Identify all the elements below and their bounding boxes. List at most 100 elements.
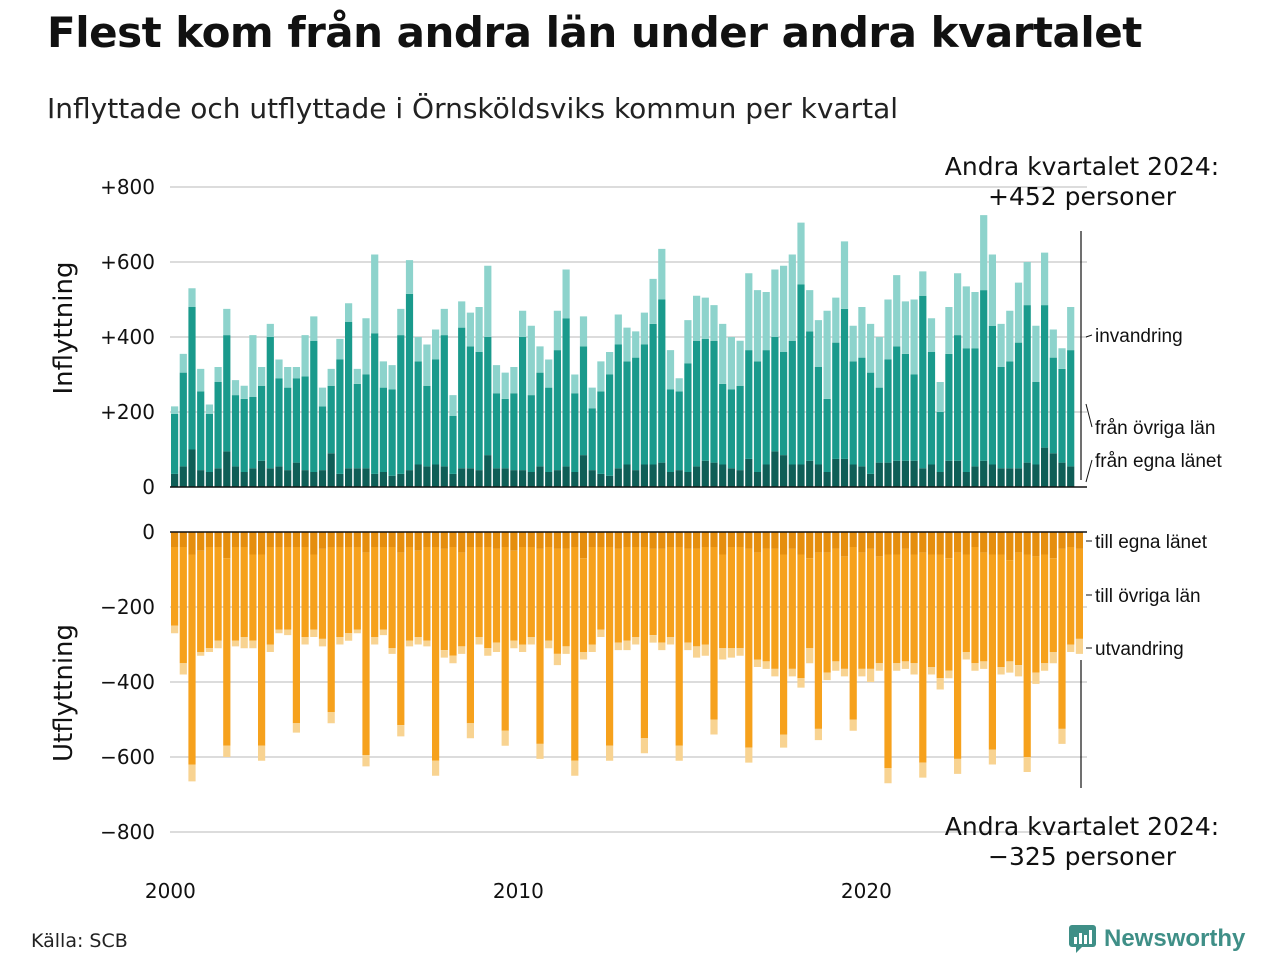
bar-till-ovriga-lan xyxy=(701,547,709,645)
legend-leader-top xyxy=(1085,403,1093,428)
bar-till-egna-lanet xyxy=(597,532,605,547)
bar-till-egna-lanet xyxy=(927,532,936,555)
bar-fran-ovriga-lan xyxy=(579,346,588,456)
bar-fran-ovriga-lan xyxy=(684,363,692,472)
bar-invandring xyxy=(1014,282,1023,343)
bar-fran-ovriga-lan xyxy=(188,307,196,450)
bar-invandring xyxy=(579,316,588,347)
bar-invandring xyxy=(492,365,501,394)
bar-till-egna-lanet xyxy=(771,532,779,549)
bar-utvandring xyxy=(388,648,396,654)
bar-till-egna-lanet xyxy=(301,532,309,547)
bar-invandring xyxy=(249,335,257,397)
bar-utvandring xyxy=(849,719,857,731)
y-tick-label-bottom: 0 xyxy=(142,520,155,544)
bar-invandring xyxy=(318,387,327,407)
bar-till-egna-lanet xyxy=(371,532,379,547)
bar-fran-ovriga-lan xyxy=(693,340,701,467)
bar-fran-ovriga-lan xyxy=(501,398,509,469)
bar-till-egna-lanet xyxy=(205,532,213,547)
bar-till-egna-lanet xyxy=(353,532,361,547)
bar-till-egna-lanet xyxy=(936,532,944,555)
bar-utvandring xyxy=(371,637,379,645)
bar-till-egna-lanet xyxy=(197,532,205,551)
bar-till-ovriga-lan xyxy=(788,548,796,669)
bar-till-ovriga-lan xyxy=(1067,547,1075,645)
bar-utvandring xyxy=(675,745,683,761)
bar-fran-egna-lanet xyxy=(231,466,240,487)
bar-till-ovriga-lan xyxy=(405,547,414,641)
bar-fran-ovriga-lan xyxy=(449,415,457,474)
bar-invandring xyxy=(919,271,927,296)
bar-fran-egna-lanet xyxy=(658,462,666,487)
bar-invandring xyxy=(910,299,918,375)
bar-till-ovriga-lan xyxy=(997,554,1005,667)
bar-till-ovriga-lan xyxy=(1041,554,1049,664)
bar-till-ovriga-lan xyxy=(492,548,501,643)
bar-till-ovriga-lan xyxy=(727,547,735,649)
bar-invandring xyxy=(275,359,283,379)
bar-utvandring xyxy=(832,661,840,671)
bar-till-egna-lanet xyxy=(867,532,875,549)
bar-utvandring xyxy=(571,760,579,776)
bar-utvandring xyxy=(492,642,501,652)
bar-fran-egna-lanet xyxy=(1014,468,1023,487)
y-tick-label-top: +800 xyxy=(100,175,155,199)
annotation-bottom-line2: −325 personer xyxy=(988,842,1177,871)
bar-utvandring xyxy=(345,633,353,641)
bar-utvandring xyxy=(310,629,318,637)
bar-fran-egna-lanet xyxy=(318,470,327,487)
bar-fran-ovriga-lan xyxy=(658,299,666,463)
bar-till-egna-lanet xyxy=(684,532,692,549)
bar-fran-egna-lanet xyxy=(440,466,448,487)
bar-fran-egna-lanet xyxy=(432,464,440,487)
bar-invandring xyxy=(954,273,962,336)
bar-till-egna-lanet xyxy=(414,532,422,551)
bar-utvandring xyxy=(823,672,831,681)
bar-utvandring xyxy=(840,668,849,677)
bar-fran-ovriga-lan xyxy=(179,372,187,467)
bar-utvandring xyxy=(780,734,788,748)
bar-fran-ovriga-lan xyxy=(336,359,344,474)
bar-utvandring xyxy=(640,738,648,754)
y-tick-label-bottom: −200 xyxy=(100,595,155,619)
bar-fran-egna-lanet xyxy=(188,449,196,487)
bar-till-ovriga-lan xyxy=(823,552,831,673)
bar-till-ovriga-lan xyxy=(1014,552,1023,666)
bar-fran-ovriga-lan xyxy=(875,387,883,463)
x-tick-label: 2000 xyxy=(145,879,196,903)
bar-fran-egna-lanet xyxy=(649,464,657,487)
bar-till-ovriga-lan xyxy=(606,547,614,746)
bar-fran-ovriga-lan xyxy=(310,340,318,472)
bar-till-ovriga-lan xyxy=(858,552,866,669)
bar-till-egna-lanet xyxy=(884,532,892,555)
bar-till-ovriga-lan xyxy=(910,554,918,664)
bar-fran-ovriga-lan xyxy=(701,338,709,461)
annotation-top-line2: +452 personer xyxy=(988,182,1177,211)
bar-fran-egna-lanet xyxy=(484,455,492,487)
bar-till-ovriga-lan xyxy=(466,547,474,724)
bar-fran-egna-lanet xyxy=(1049,453,1057,487)
source-note: Källa: SCB xyxy=(31,930,128,952)
bar-fran-egna-lanet xyxy=(458,468,466,487)
bar-invandring xyxy=(806,290,814,332)
bar-till-ovriga-lan xyxy=(1049,558,1057,652)
bar-invandring xyxy=(771,269,779,337)
bar-utvandring xyxy=(954,758,962,774)
bar-invandring xyxy=(588,387,596,409)
bar-till-ovriga-lan xyxy=(1023,554,1031,757)
bar-utvandring xyxy=(414,637,422,645)
bar-till-egna-lanet xyxy=(310,532,318,555)
bar-fran-egna-lanet xyxy=(997,468,1005,487)
bar-till-ovriga-lan xyxy=(832,548,840,662)
bar-fran-egna-lanet xyxy=(275,466,283,487)
bar-fran-ovriga-lan xyxy=(171,413,179,474)
bar-till-egna-lanet xyxy=(492,532,501,549)
bar-till-ovriga-lan xyxy=(623,547,631,641)
bar-invandring xyxy=(988,254,996,326)
bar-utvandring xyxy=(727,648,735,658)
y-tick-label-top: +400 xyxy=(100,325,155,349)
x-tick-label: 2010 xyxy=(493,879,544,903)
bar-fran-ovriga-lan xyxy=(1014,342,1023,469)
bar-till-egna-lanet xyxy=(536,532,544,549)
